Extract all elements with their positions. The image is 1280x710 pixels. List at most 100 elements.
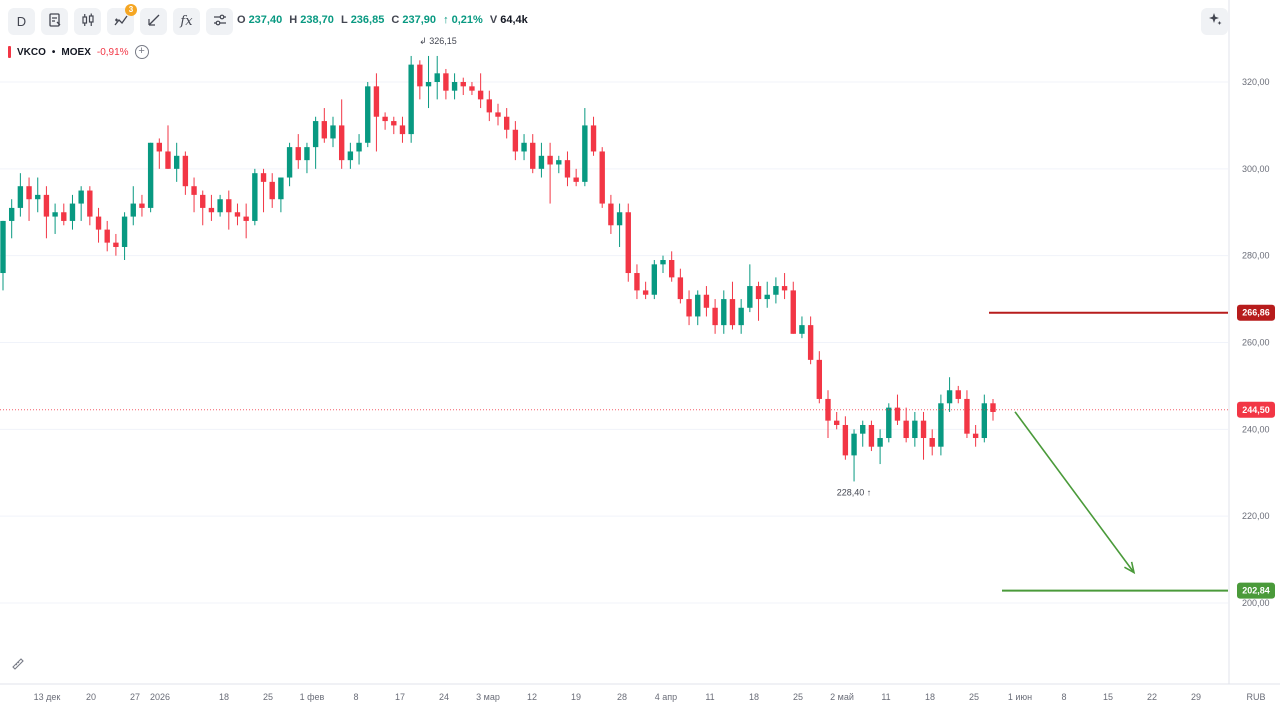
candle-body [972,433,979,439]
candle-body [860,424,866,434]
candle-body [964,398,970,434]
candle-body [191,186,197,195]
measure-button[interactable] [8,656,28,676]
candle-body [35,194,41,200]
candle-body [243,216,249,221]
price-axis: 200,00 220,00 240,00 260,00 280,00 300,00 320,… [1228,0,1270,684]
candle-body [365,86,371,143]
candle-body [660,260,666,265]
symbol-change: -0,91% [96,46,129,58]
candle-body [295,147,301,161]
candle-body [929,438,935,447]
candle-body [460,82,466,87]
add-symbol-icon[interactable]: + [134,45,149,59]
interval-button[interactable]: D [8,7,35,35]
resistance-label: 266,86 [1242,308,1270,318]
candle-body [8,207,15,221]
candle-body [382,116,388,122]
x-tick-label: 8 [353,692,358,702]
x-tick-label: 18 [749,692,759,702]
chart-type-button[interactable] [41,7,68,35]
sliders-icon [212,12,228,31]
candle-body [564,160,571,178]
candle-body [642,290,649,295]
candle-body [955,390,961,399]
x-tick-label: 25 [793,692,803,702]
candle-body [139,203,145,208]
high-annotation: ↲ 326,15 [419,36,457,46]
candle-body [747,286,753,308]
candle-body [304,147,310,161]
y-tick-label: 320,00 [1242,77,1270,87]
candle-body [651,264,658,295]
candle-body [816,359,823,399]
settings-button[interactable] [206,7,233,35]
candle-body [417,64,423,87]
functions-button[interactable]: fx [173,7,200,35]
candle-body [408,64,414,135]
candle-body [69,203,76,221]
candle-body [755,286,762,300]
candle-body [677,277,684,300]
candle-body [608,203,614,226]
candle-body [269,181,275,200]
candle-body [599,151,605,204]
ohlc-readout: O 237,40 H 238,70 L 236,85 C 237,90 ↑ 0,21% … [237,14,528,26]
candle-body [356,142,362,152]
candle-body [17,186,24,208]
indicators-icon [113,12,129,31]
candle-body [113,242,119,247]
candle-body [260,173,267,182]
candle-body [990,403,996,412]
symbol-separator: • [51,46,56,58]
symbol-exchange: MOEX [61,46,91,58]
x-tick-label: 11 [881,692,890,702]
x-tick-label: 1 июн [1008,692,1032,702]
indicators-count-badge: 3 [125,3,137,16]
x-tick-label: 18 [219,692,229,702]
target-label-bg [1237,582,1275,599]
candle-body [95,216,102,230]
chart-grid [0,81,1228,604]
low-value: 236,85 [350,14,385,26]
x-tick-label: 17 [395,692,405,702]
x-tick-label: 8 [1061,692,1066,702]
x-tick-label: 4 апр [655,692,677,702]
indicators-button[interactable]: 3 [107,3,137,35]
symbol-legend[interactable]: VKCO • MOEX -0,91% + [8,42,155,62]
candle-body [321,121,328,139]
candle-body [764,294,770,300]
candle-body [347,151,354,161]
ai-assistant-button[interactable] [1201,8,1228,35]
x-tick-label: 2 май [830,692,854,702]
resistance-label-bg [1237,304,1275,321]
current-price-label-bg [1237,401,1275,418]
candle-body [399,125,406,135]
chart-toolbar: D 3 fx [8,3,233,36]
low-label: L [340,14,348,26]
candle-body [842,424,849,456]
chart-type-icon [47,12,63,31]
candle-body [712,307,718,326]
x-tick-label: 12 [527,692,537,702]
candle-body [121,216,128,247]
change-value: ↑ 0,21% [443,14,483,26]
candles-button[interactable] [74,7,101,35]
x-tick-label: 18 [925,692,935,702]
candle-body [912,420,918,439]
x-tick-label: 29 [1191,692,1201,702]
candle-body [538,155,545,169]
fx-icon: fx [180,13,193,29]
candle-body [521,142,527,152]
candle-body [147,142,154,208]
candle-body [87,190,93,217]
current-price-label: 244,50 [1242,405,1270,415]
drawing-tool-icon [146,12,162,31]
candle-body [738,307,744,326]
forecast-arrow-shaft [1014,411,1135,574]
y-tick-label: 200,00 [1242,598,1270,608]
high-value: 238,70 [300,14,334,26]
drawings-button[interactable] [140,7,167,35]
candle-body [234,212,241,217]
